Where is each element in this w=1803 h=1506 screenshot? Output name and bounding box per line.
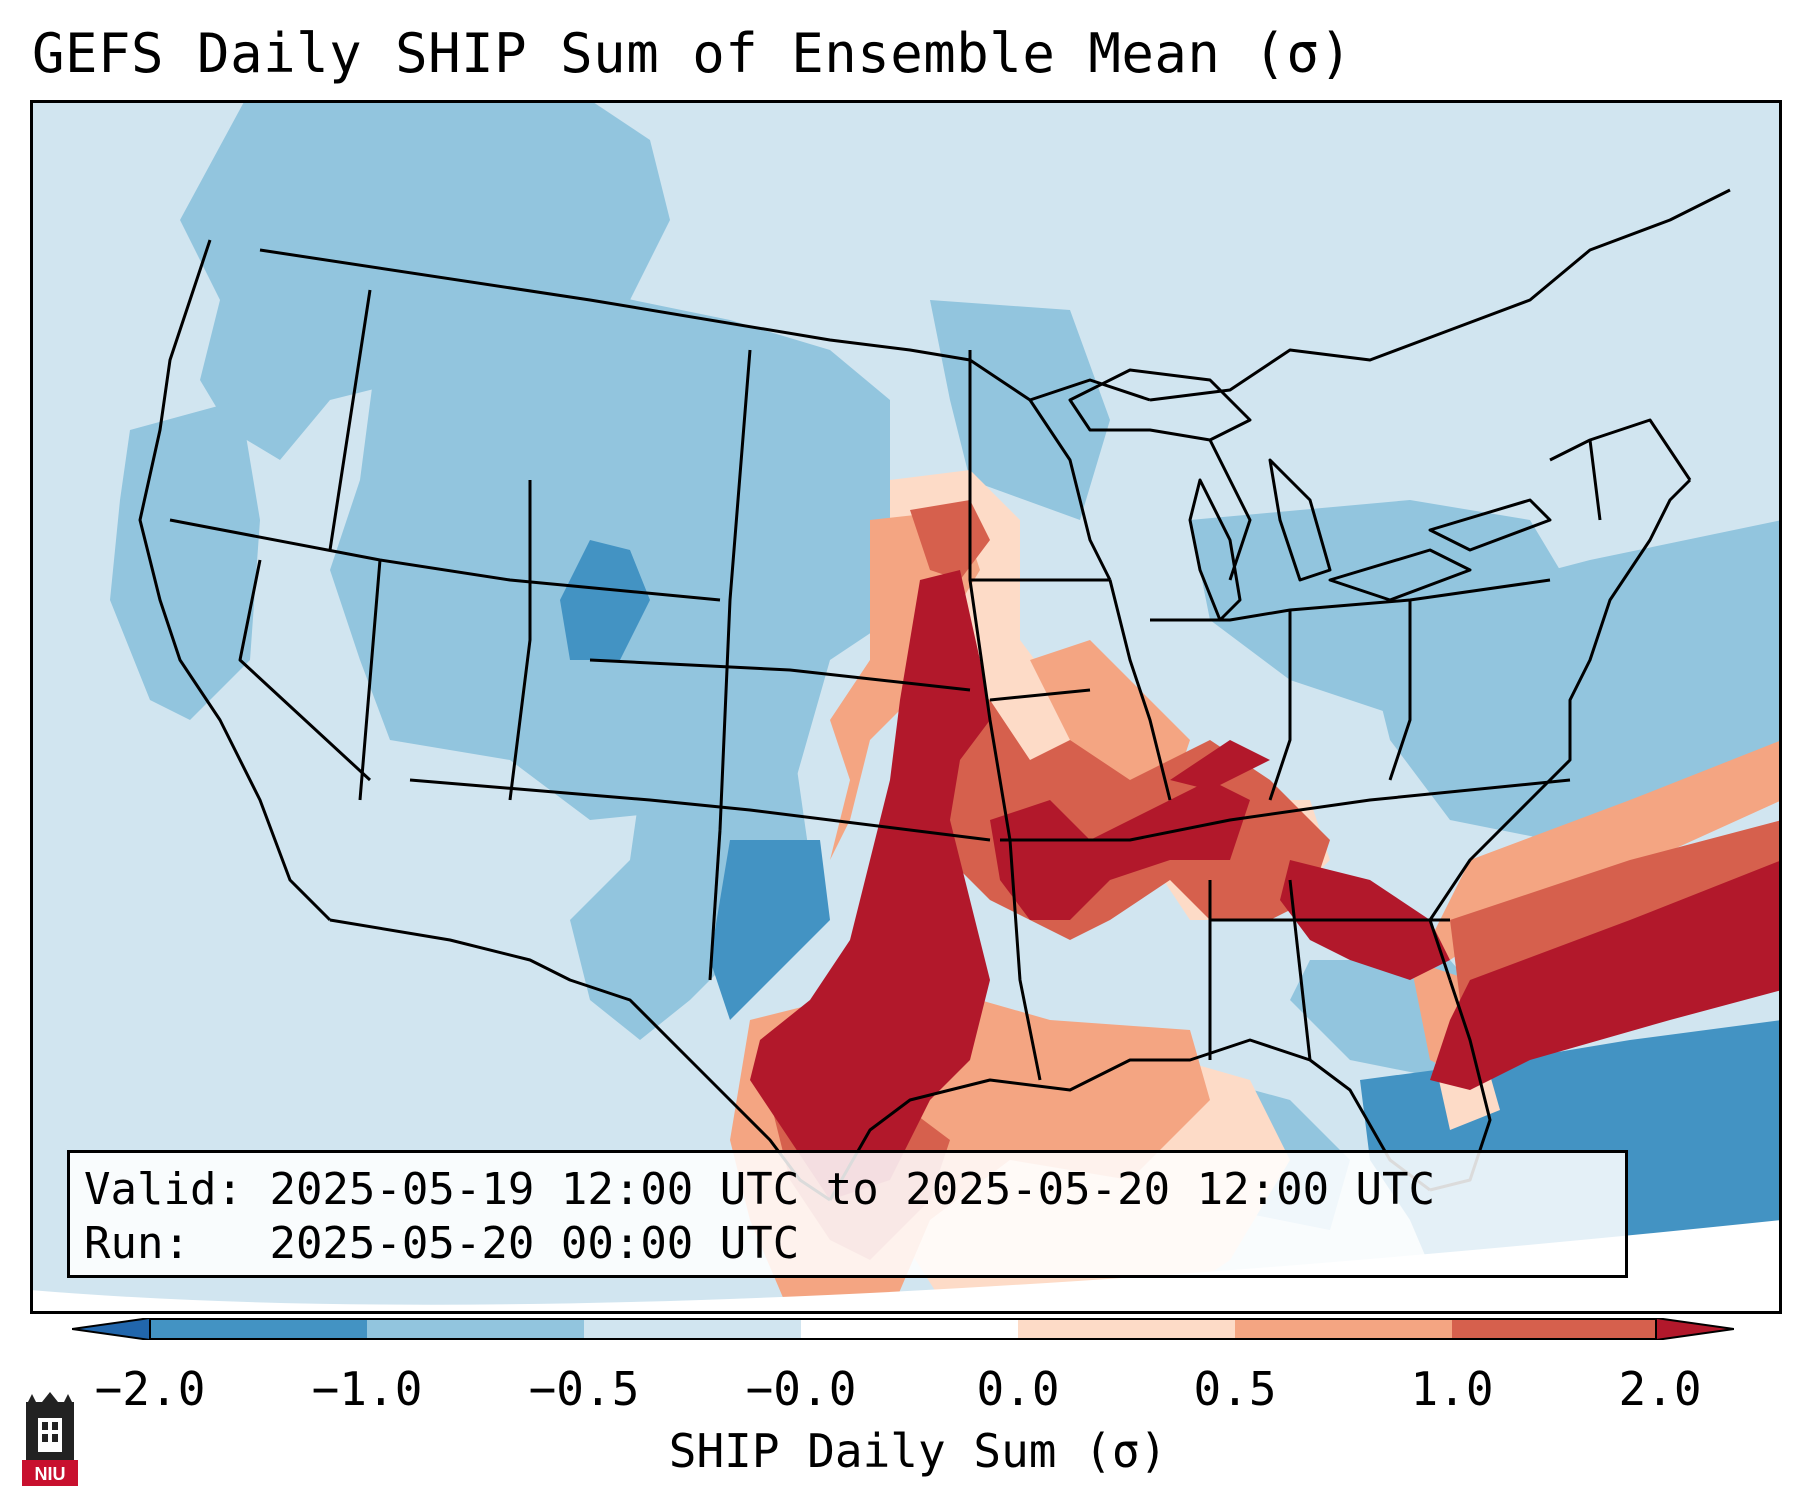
valid-run-box: Valid: 2025-05-19 12:00 UTC to 2025-05-2… (67, 1150, 1628, 1278)
colorbar-extend-high (1655, 1318, 1734, 1340)
colorbar-tick: −1.0 (311, 1362, 423, 1416)
colorbar-tick: −0.0 (745, 1362, 857, 1416)
colorbar-tick: −2.0 (94, 1362, 206, 1416)
colorbar-tick: 0.0 (976, 1362, 1060, 1416)
ship-map (30, 100, 1782, 1314)
negative-anomaly-medium (110, 100, 1782, 1230)
run-value: 2025-05-20 00:00 UTC (269, 1218, 800, 1269)
colorbar-bin-1 (150, 1318, 367, 1340)
colorbar-extend-low (72, 1318, 151, 1340)
colorbar-tick: 2.0 (1618, 1362, 1702, 1416)
colorbar-label: SHIP Daily Sum (σ) (668, 1424, 1168, 1478)
colorbar (72, 1318, 1734, 1340)
valid-label: Valid: (84, 1164, 243, 1215)
colorbar-bin-6 (1235, 1318, 1452, 1340)
colorbar-bin-7 (1452, 1318, 1656, 1340)
run-label: Run: (84, 1218, 190, 1269)
valid-row: Valid: 2025-05-19 12:00 UTC to 2025-05-2… (84, 1163, 1625, 1217)
colorbar-tick: −0.5 (528, 1362, 640, 1416)
niu-logo: NIU (22, 1392, 78, 1486)
colorbar-bin-3 (584, 1318, 801, 1340)
colorbar-bin-4 (801, 1318, 1018, 1340)
valid-value: 2025-05-19 12:00 UTC to 2025-05-20 12:00… (269, 1164, 1436, 1215)
figure-title: GEFS Daily SHIP Sum of Ensemble Mean (σ) (32, 22, 1353, 85)
run-row: Run: 2025-05-20 00:00 UTC (84, 1217, 1625, 1271)
colorbar-tick: 0.5 (1193, 1362, 1277, 1416)
colorbar-tick: 1.0 (1410, 1362, 1494, 1416)
colorbar-bin-5 (1018, 1318, 1235, 1340)
logo-text: NIU (35, 1464, 66, 1484)
political-borders (138, 188, 1731, 1202)
colorbar-bin-2 (367, 1318, 584, 1340)
projection-edge (30, 1220, 1782, 1314)
